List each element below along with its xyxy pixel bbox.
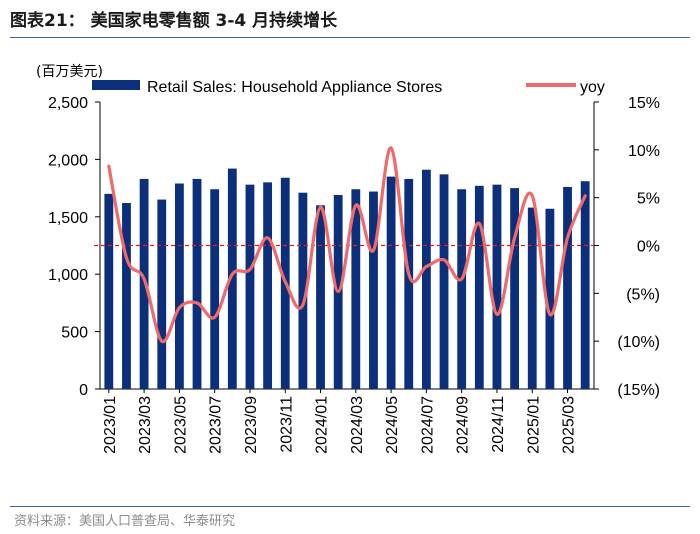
left-tick-label: 1,500 [48, 210, 88, 227]
bar [192, 178, 202, 389]
bar [174, 183, 184, 389]
bar [474, 185, 484, 389]
x-tick-label: 2023/05 [172, 396, 189, 454]
title-divider [10, 37, 690, 38]
right-tick-label: 5% [637, 191, 660, 208]
bar [316, 205, 325, 389]
x-tick-label: 2024/11 [490, 396, 507, 453]
bar-series [104, 168, 590, 389]
legend-label-yoy: yoy [580, 79, 605, 96]
bar [386, 176, 396, 389]
bar [227, 168, 237, 389]
left-tick-label: 2,000 [48, 152, 88, 169]
bar [563, 186, 572, 389]
bar [139, 178, 149, 389]
bar [210, 189, 220, 389]
left-axis-ticks: 0 500 1,000 1,500 2,000 2,500 [48, 95, 100, 399]
right-tick-label: (15%) [617, 382, 660, 399]
left-tick-label: 2,500 [48, 95, 88, 112]
x-tick-label: 2023/01 [102, 396, 119, 454]
bar [351, 189, 361, 389]
bar [527, 207, 537, 389]
left-tick-label: 500 [61, 325, 88, 342]
bar [245, 184, 255, 389]
chart-title: 图表21： 美国家电零售额 3-4 月持续增长 [10, 11, 338, 31]
yoy-line [107, 146, 587, 344]
x-tick-label: 2023/11 [278, 396, 295, 453]
bar [104, 193, 114, 389]
bar [457, 189, 467, 389]
right-tick-label: (5%) [626, 286, 660, 303]
source-note: 资料来源：美国人口普查局、华泰研究 [14, 514, 236, 529]
bar [263, 182, 273, 389]
bar [492, 184, 502, 389]
x-tick-label: 2024/05 [384, 396, 401, 454]
x-tick-label: 2023/03 [137, 396, 154, 454]
right-axis-ticks: (15%) (10%) (5%) 0% 5% 10% 15% [594, 95, 660, 399]
right-tick-label: 15% [628, 95, 660, 112]
right-tick-label: 0% [637, 239, 660, 256]
x-tick-label: 2024/01 [314, 396, 331, 454]
left-tick-label: 1,000 [48, 267, 88, 284]
bar [421, 169, 431, 389]
x-tick-label: 2025/01 [525, 396, 542, 454]
x-axis-ticks: 2023/01 2023/03 2023/05 2023/07 2023/09 2023/… [102, 389, 578, 454]
bar [369, 191, 378, 389]
right-tick-label: (10%) [617, 334, 660, 351]
bar [404, 178, 414, 389]
bar [122, 203, 131, 389]
legend: Retail Sales: Household Appliance Stores… [92, 79, 605, 96]
x-tick-label: 2024/03 [349, 396, 366, 454]
x-tick-label: 2024/09 [455, 396, 472, 454]
legend-label-bars: Retail Sales: Household Appliance Stores [147, 79, 442, 96]
bar [157, 199, 167, 389]
bar [545, 208, 555, 389]
legend-swatch-bars [92, 80, 140, 90]
x-tick-label: 2024/07 [419, 396, 436, 454]
x-tick-label: 2025/03 [561, 396, 578, 454]
footer-divider [10, 506, 690, 507]
bar [298, 192, 308, 389]
right-tick-label: 10% [628, 143, 660, 160]
bar [580, 181, 590, 389]
bar [439, 174, 449, 389]
x-tick-label: 2023/07 [208, 396, 225, 454]
yoy-line-series [107, 146, 587, 344]
bar [510, 188, 520, 389]
x-tick-label: 2023/09 [243, 396, 260, 454]
left-axis-unit: (百万美元) [36, 64, 103, 80]
left-tick-label: 0 [79, 382, 88, 399]
